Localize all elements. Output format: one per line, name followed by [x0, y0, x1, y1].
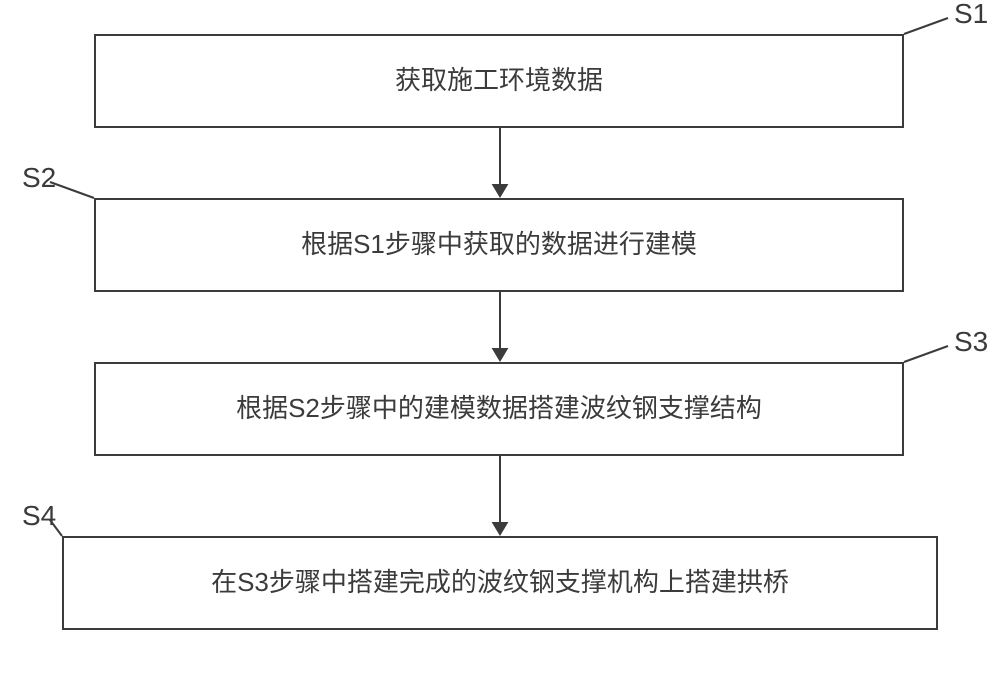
flow-node-s2: 根据S1步骤中获取的数据进行建模 — [94, 198, 904, 292]
flow-node-text: 根据S2步骤中的建模数据搭建波纹钢支撑结构 — [236, 393, 762, 424]
flow-node-text: 在S3步骤中搭建完成的波纹钢支撑机构上搭建拱桥 — [211, 567, 789, 598]
flow-node-text: 获取施工环境数据 — [395, 65, 603, 96]
flow-label-s1: S1 — [954, 0, 988, 30]
flow-label-s4: S4 — [22, 500, 56, 532]
flow-label-s2: S2 — [22, 162, 56, 194]
flowchart-canvas: 获取施工环境数据 S1 根据S1步骤中获取的数据进行建模 S2 根据S2步骤中的建模数据… — [0, 0, 1000, 676]
flow-node-s1: 获取施工环境数据 — [94, 34, 904, 128]
flow-node-s4: 在S3步骤中搭建完成的波纹钢支撑机构上搭建拱桥 — [62, 536, 938, 630]
flow-node-text: 根据S1步骤中获取的数据进行建模 — [301, 229, 697, 260]
flow-label-s3: S3 — [954, 326, 988, 358]
flow-node-s3: 根据S2步骤中的建模数据搭建波纹钢支撑结构 — [94, 362, 904, 456]
